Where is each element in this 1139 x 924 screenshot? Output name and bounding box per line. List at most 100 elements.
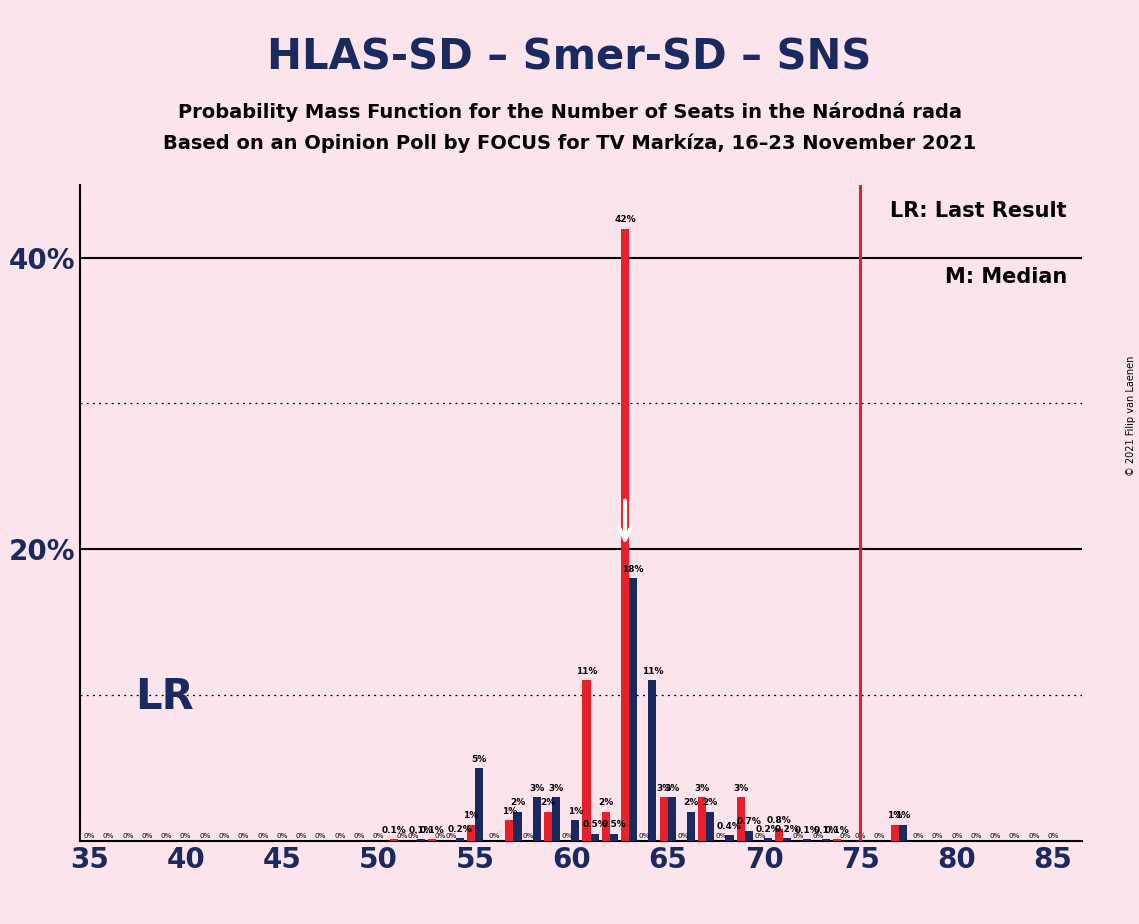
Text: © 2021 Filip van Laenen: © 2021 Filip van Laenen [1126, 356, 1136, 476]
Text: 0%: 0% [874, 833, 885, 839]
Text: 0.2%: 0.2% [775, 824, 800, 833]
Text: 2%: 2% [510, 798, 525, 808]
Text: 0.4%: 0.4% [718, 821, 741, 831]
Bar [475, 768, 483, 841]
Text: 0%: 0% [932, 833, 943, 839]
Text: LR: LR [134, 675, 194, 718]
Text: 0.2%: 0.2% [755, 824, 780, 833]
Bar [784, 838, 792, 841]
Text: HLAS-SD – Smer-SD – SNS: HLAS-SD – Smer-SD – SNS [268, 37, 871, 79]
Text: 2%: 2% [683, 798, 698, 808]
Bar [899, 825, 907, 841]
Text: 2%: 2% [598, 798, 614, 808]
Text: 0%: 0% [489, 833, 500, 839]
Text: 0.7%: 0.7% [736, 817, 761, 826]
Text: 0.5%: 0.5% [601, 821, 626, 829]
Text: 0%: 0% [970, 833, 982, 839]
Text: 3%: 3% [664, 784, 679, 793]
Text: 0.1%: 0.1% [794, 826, 819, 835]
Bar [687, 811, 695, 841]
Text: 11%: 11% [641, 667, 663, 676]
Bar [572, 821, 580, 841]
Bar [609, 833, 617, 841]
Text: 0.1%: 0.1% [813, 826, 838, 835]
Text: 0.2%: 0.2% [448, 824, 472, 833]
Text: 0%: 0% [1009, 833, 1021, 839]
Text: 1%: 1% [502, 807, 517, 816]
Bar [552, 797, 560, 841]
Bar [737, 797, 745, 841]
Text: 0%: 0% [951, 833, 962, 839]
Text: 0%: 0% [1048, 833, 1059, 839]
Text: 0%: 0% [839, 833, 851, 839]
Text: 11%: 11% [575, 667, 597, 676]
Text: 0%: 0% [435, 833, 446, 839]
Text: 0%: 0% [523, 833, 534, 839]
Bar [648, 680, 656, 841]
Text: 0%: 0% [715, 833, 727, 839]
Text: 2%: 2% [703, 798, 718, 808]
Bar [698, 797, 706, 841]
Bar [506, 821, 514, 841]
Text: Probability Mass Function for the Number of Seats in the Národná rada: Probability Mass Function for the Number… [178, 102, 961, 122]
Text: 0%: 0% [277, 833, 288, 839]
Text: 1%: 1% [464, 811, 478, 821]
Bar [533, 797, 541, 841]
Text: 1%: 1% [567, 807, 583, 816]
Text: 0%: 0% [83, 833, 96, 839]
Bar [833, 839, 841, 841]
Text: 0%: 0% [854, 833, 866, 839]
Bar [776, 829, 784, 841]
Text: 0%: 0% [639, 833, 650, 839]
Bar [428, 839, 436, 841]
Text: 2%: 2% [540, 798, 556, 808]
Text: M: Median: M: Median [944, 267, 1067, 286]
Text: 1%: 1% [895, 811, 910, 821]
Bar [417, 839, 425, 841]
Text: 0.1%: 0.1% [409, 826, 434, 835]
Text: 5%: 5% [472, 755, 486, 763]
Text: 0%: 0% [372, 833, 384, 839]
Text: 0%: 0% [408, 833, 419, 839]
Text: 1%: 1% [887, 811, 902, 821]
Bar [745, 831, 753, 841]
Bar [822, 839, 830, 841]
Text: 42%: 42% [614, 215, 636, 225]
Text: 0.5%: 0.5% [582, 821, 607, 829]
Text: LR: Last Result: LR: Last Result [891, 201, 1067, 221]
Text: 0.1%: 0.1% [825, 826, 850, 835]
Text: 3%: 3% [695, 784, 710, 793]
Text: 0%: 0% [296, 833, 308, 839]
Text: 0%: 0% [219, 833, 230, 839]
Bar [467, 825, 475, 841]
Text: 0%: 0% [334, 833, 346, 839]
Bar [390, 839, 398, 841]
Text: 0%: 0% [990, 833, 1001, 839]
Bar [456, 838, 464, 841]
Text: 0%: 0% [238, 833, 249, 839]
Bar [726, 835, 734, 841]
Text: 0%: 0% [314, 833, 327, 839]
Bar [601, 811, 609, 841]
Text: 3%: 3% [548, 784, 564, 793]
Text: 0%: 0% [180, 833, 191, 839]
Bar [629, 578, 637, 841]
Text: 0%: 0% [396, 833, 408, 839]
Text: 3%: 3% [656, 784, 671, 793]
Text: 3%: 3% [734, 784, 748, 793]
Text: 0%: 0% [199, 833, 211, 839]
Bar [621, 228, 629, 841]
Text: 0%: 0% [912, 833, 924, 839]
Bar [544, 811, 552, 841]
Bar [667, 797, 675, 841]
Text: 0%: 0% [257, 833, 269, 839]
Text: 0.1%: 0.1% [382, 826, 407, 835]
Bar [891, 825, 899, 841]
Text: 0%: 0% [122, 833, 133, 839]
Bar [706, 811, 714, 841]
Text: 0%: 0% [141, 833, 153, 839]
Text: 0%: 0% [1029, 833, 1040, 839]
Text: 18%: 18% [622, 565, 644, 574]
Bar [514, 811, 522, 841]
Text: 0%: 0% [353, 833, 364, 839]
